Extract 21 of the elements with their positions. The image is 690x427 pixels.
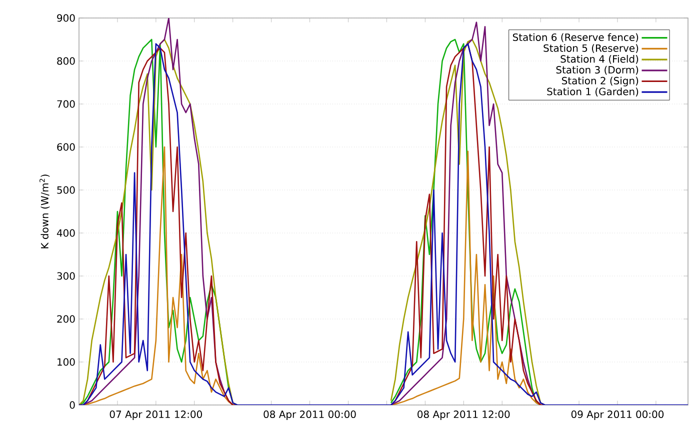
y-tick-label: 700 xyxy=(57,100,75,108)
x-tick-label: 09 Apr 2011 00:00 xyxy=(571,410,664,420)
y-tick-label: 600 xyxy=(57,143,75,151)
legend-label: Station 6 (Reserve fence) xyxy=(512,33,638,42)
y-tick-label: 300 xyxy=(57,272,75,280)
legend-label: Station 3 (Dorm) xyxy=(556,66,638,75)
y-tick-label: 900 xyxy=(57,14,75,22)
y-tick-label: 800 xyxy=(57,57,75,65)
legend-label: Station 5 (Reserve) xyxy=(544,44,638,54)
legend-label: Station 4 (Field) xyxy=(560,55,638,64)
y-tick-label: 500 xyxy=(57,186,75,194)
y-tick-label: 0 xyxy=(70,401,75,409)
legend-label: Station 2 (Sign) xyxy=(562,76,638,86)
y-tick-label: 100 xyxy=(58,358,75,366)
x-tick-label: 07 Apr 2011 12:00 xyxy=(110,410,202,420)
y-tick-label: 400 xyxy=(56,229,75,237)
y-tick-label: 200 xyxy=(57,315,75,323)
legend-label: Station 1 (Garden) xyxy=(547,88,638,96)
x-tick-label: 08 Apr 2011 12:00 xyxy=(418,410,510,420)
y-axis-title: K down (W/m$^{2}$) xyxy=(40,174,50,248)
x-tick-label: 08 Apr 2011 00:00 xyxy=(264,410,356,420)
